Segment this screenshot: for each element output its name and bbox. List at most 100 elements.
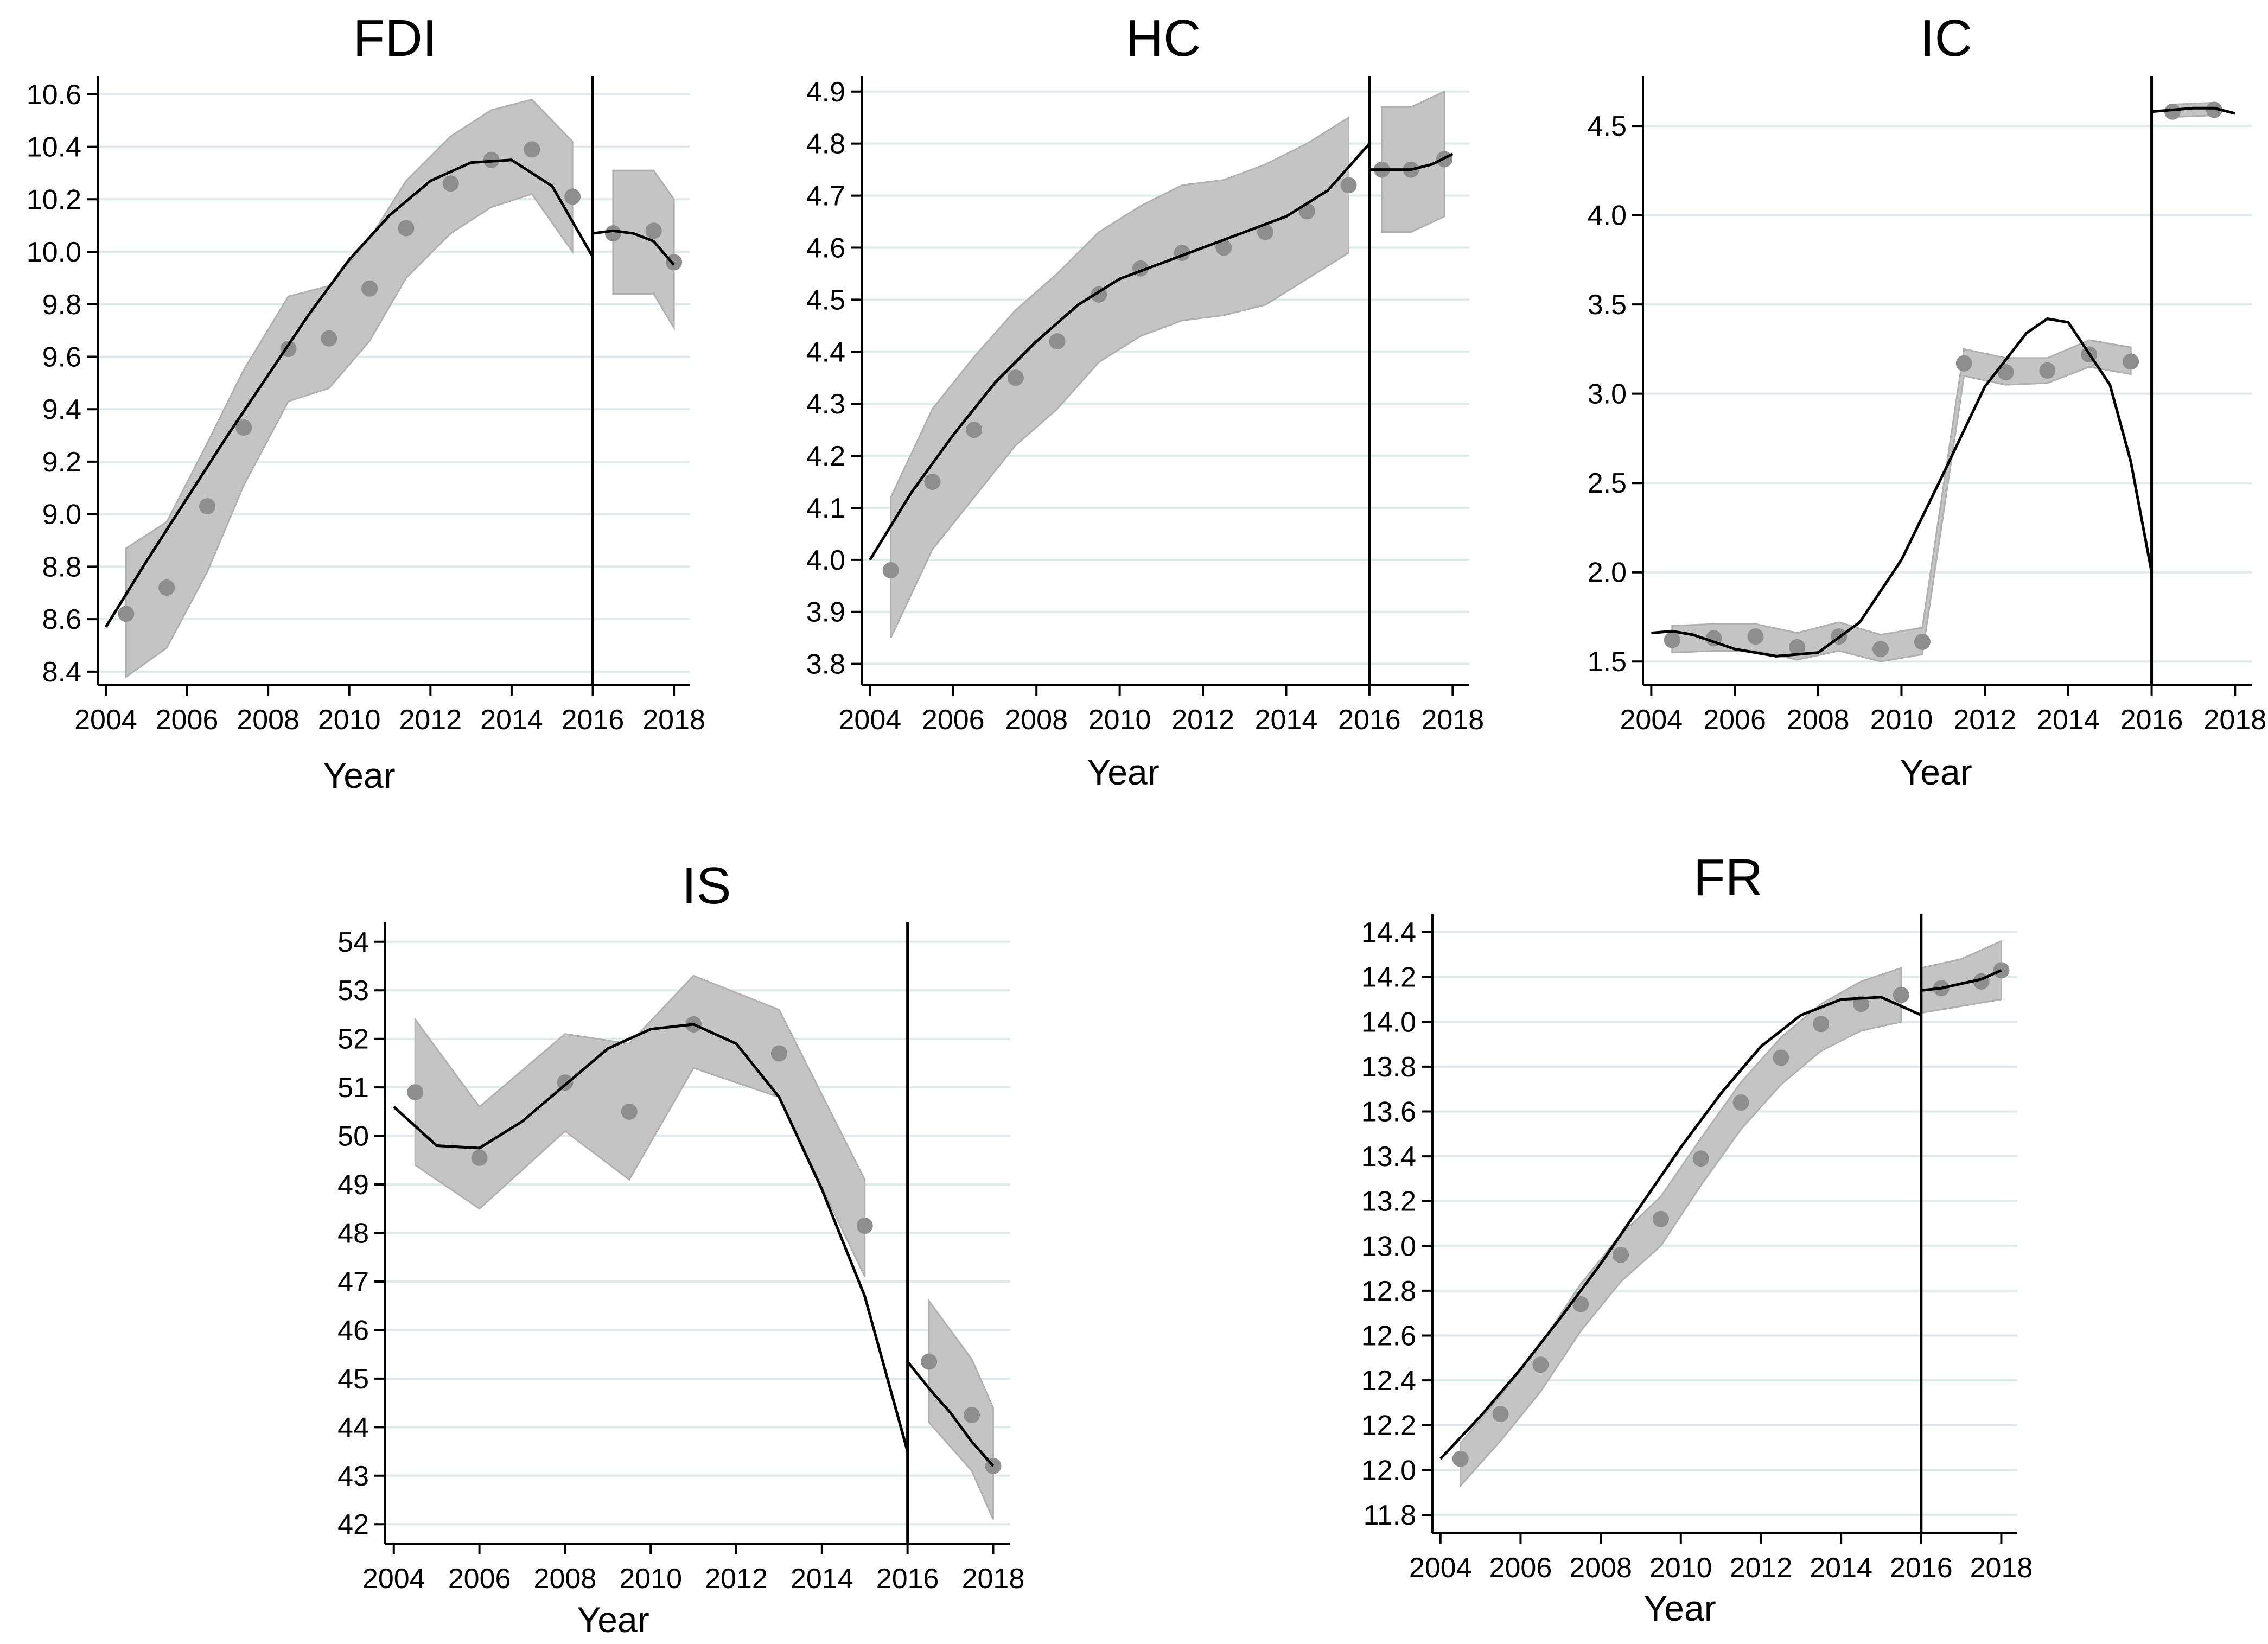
y-tick-label: 3.9 (806, 597, 845, 628)
data-point (1652, 1210, 1669, 1227)
data-point (924, 474, 941, 490)
data-point (882, 562, 899, 579)
x-tick-label: 2004 (1620, 704, 1683, 736)
data-point (398, 220, 415, 237)
y-tick-label: 13.2 (1361, 1186, 1416, 1218)
confidence-band-post (928, 1298, 994, 1520)
x-tick-label: 2006 (1703, 704, 1766, 736)
y-tick-label: 4.0 (1588, 200, 1627, 232)
data-point (361, 280, 378, 297)
y-tick-label: 10.2 (27, 184, 81, 215)
data-point (1955, 355, 1972, 372)
y-tick-label: 13.0 (1361, 1231, 1416, 1262)
y-tick-label: 9.4 (42, 394, 81, 425)
y-tick-label: 12.0 (1361, 1455, 1416, 1486)
plot-area: 42 43 44 45 46 47 48 49 50 51 52 53 54 2004 2006 2008 20… (337, 922, 1024, 1595)
y-tick-label: 9.6 (42, 341, 81, 373)
data-point (1572, 1296, 1589, 1312)
data-point (1872, 641, 1889, 658)
x-axis-label: Year (323, 755, 395, 795)
data-point (199, 498, 215, 515)
data-point (118, 606, 135, 622)
y-tick-label: 8.4 (42, 657, 81, 688)
fit-line-pre (104, 158, 594, 628)
data-point (235, 419, 252, 436)
data-point (1452, 1450, 1469, 1467)
y-tick-label: 13.6 (1361, 1096, 1416, 1127)
data-point (1007, 369, 1024, 386)
y-tick-label: 12.4 (1361, 1365, 1416, 1397)
y-tick-label: 14.0 (1361, 1006, 1416, 1038)
data-point (770, 1045, 787, 1062)
data-point (1613, 1246, 1629, 1263)
fit-line-pre (1439, 996, 1922, 1460)
data-point (2123, 353, 2139, 370)
x-tick-label: 2016 (1890, 1552, 1953, 1584)
panel-is: 42 43 44 45 46 47 48 49 50 51 52 53 54 2004 2006 2008 20… (337, 857, 1024, 1640)
y-tick-label: 1.5 (1588, 646, 1627, 678)
data-point (1340, 177, 1357, 194)
data-point (1215, 239, 1232, 256)
x-tick-label: 2014 (2037, 704, 2100, 736)
y-tick-label: 14.4 (1361, 917, 1416, 948)
y-tick-label: 10.0 (27, 237, 81, 268)
data-point (1732, 1094, 1749, 1111)
x-tick-label: 2006 (156, 704, 219, 736)
y-tick-label: 10.4 (27, 132, 81, 163)
x-tick-label: 2008 (534, 1563, 597, 1595)
x-axis-label: Year (1900, 752, 1972, 792)
data-point (557, 1074, 574, 1091)
data-point (158, 579, 175, 596)
data-point (2164, 103, 2181, 120)
data-point (1813, 1016, 1830, 1033)
fit-line-pre (393, 1023, 909, 1452)
x-tick-label: 2010 (1649, 1552, 1712, 1584)
y-tick-label: 43 (337, 1461, 369, 1492)
x-tick-label: 2012 (399, 704, 462, 736)
panel-title: IS (682, 857, 731, 915)
x-tick-label: 2016 (1338, 704, 1401, 736)
data-point (321, 330, 337, 347)
fit-line-post (2151, 106, 2235, 115)
x-tick-label: 2010 (1870, 704, 1933, 736)
panel-fdi: 8.4 8.6 8.8 9.0 9.2 9.4 9.6 9.8 10.0 10.2 10.4 10.6… (27, 9, 705, 795)
x-tick-label: 2014 (1810, 1552, 1872, 1584)
data-point (564, 188, 581, 205)
confidence-band-pre (1671, 339, 2132, 662)
x-tick-label: 2008 (1569, 1552, 1632, 1584)
y-tick-label: 48 (337, 1218, 369, 1250)
data-point (1773, 1049, 1789, 1066)
x-tick-label: 2014 (480, 704, 543, 736)
x-tick-label: 2018 (962, 1563, 1025, 1595)
fit-line-post (1369, 152, 1454, 171)
data-point (2039, 362, 2056, 379)
plot-area: 1.5 2.0 2.5 3.0 3.5 4.0 4.5 2004 2006 2008 2010 201… (1588, 76, 2266, 736)
data-point (921, 1353, 938, 1370)
fit-line-pre (1651, 317, 2154, 658)
x-tick-label: 2012 (1953, 704, 2016, 736)
y-tick-label: 3.0 (1588, 379, 1627, 410)
confidence-band-pre (414, 974, 866, 1277)
data-point (1893, 986, 1909, 1003)
plot-area: 8.4 8.6 8.8 9.0 9.2 9.4 9.6 9.8 10.0 10.2 10.4 10.6… (27, 76, 705, 736)
y-tick-label: 4.4 (806, 336, 845, 368)
x-tick-label: 2018 (1970, 1552, 2033, 1584)
data-point (604, 225, 621, 242)
y-tick-label: 44 (337, 1412, 369, 1443)
data-point (856, 1218, 873, 1234)
x-tick-label: 2006 (1489, 1552, 1552, 1584)
x-tick-label: 2016 (2120, 704, 2183, 736)
plot-area: 3.8 3.9 4.0 4.1 4.2 4.3 4.4 4.5 4.6 4.7 4.8 4.9 2004… (806, 76, 1484, 736)
y-tick-label: 12.8 (1361, 1276, 1416, 1307)
y-tick-label: 12.2 (1361, 1410, 1416, 1442)
y-tick-label: 2.0 (1588, 557, 1627, 589)
x-tick-label: 2012 (1171, 704, 1234, 736)
x-axis-label: Year (1087, 752, 1159, 792)
y-tick-label: 42 (337, 1509, 369, 1540)
y-tick-label: 4.0 (806, 545, 845, 576)
y-tick-label: 13.4 (1361, 1141, 1416, 1173)
x-tick-label: 2010 (318, 704, 381, 736)
y-tick-label: 51 (337, 1072, 369, 1104)
y-tick-label: 46 (337, 1315, 369, 1346)
